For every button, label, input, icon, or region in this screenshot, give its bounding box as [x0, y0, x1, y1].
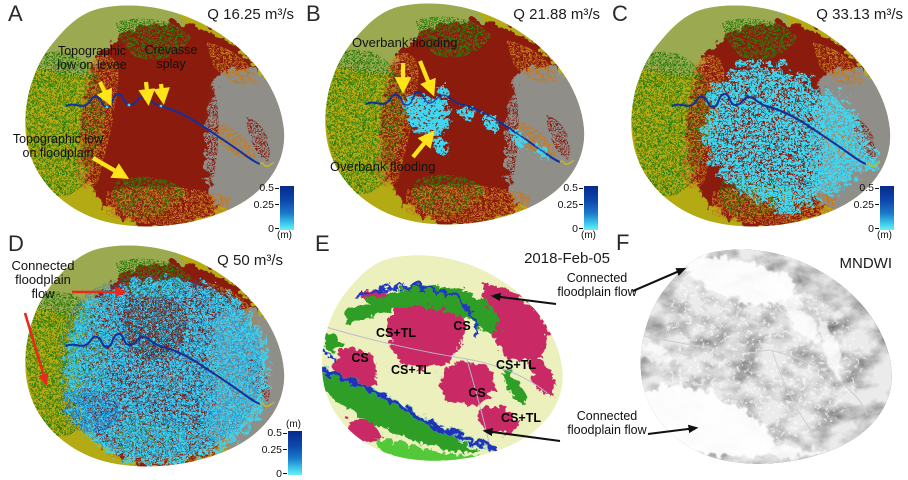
colorbar-b: 0.5 0.25 0 [556, 183, 598, 234]
panel-e-title: 2018-Feb-05 [524, 250, 610, 267]
annotation-crevasse-splay: Crevasse splay [144, 43, 198, 71]
panel-d-title: Q 50 m³/s [217, 252, 283, 269]
cs-label-5: CS+TL [496, 358, 536, 372]
cs-label-1: CS+TL [376, 326, 416, 340]
cs-label-3: CS [351, 351, 369, 365]
colorbar-tick: 0 [868, 223, 879, 235]
cs-label-7: CS+TL [501, 411, 541, 425]
colorbar-tick: 0 [276, 468, 287, 480]
colorbar-tick: 0.25 [254, 200, 279, 211]
colorbar-unit-b: (m) [581, 230, 596, 241]
colorbar-tick: 0.25 [262, 445, 287, 456]
panel-f-title: MNDWI [839, 255, 893, 272]
panel-e-letter: E [315, 231, 330, 256]
cs-label-2: CS [453, 319, 471, 333]
panel-c-title: Q 33.13 m³/s [816, 6, 903, 23]
colorbar-gradient [288, 431, 302, 475]
annotation-connected-flow-top: Connected floodplain flow [557, 271, 637, 299]
colorbar-tick: 0.25 [854, 200, 879, 211]
panel-b-letter: B [306, 1, 321, 26]
panel-e-map [321, 255, 563, 461]
panel-f-map [640, 249, 892, 464]
panel-d-letter: D [8, 231, 24, 256]
panel-c-map [602, 0, 890, 226]
annotation-topographic-low-levee: Topographic low on levee [57, 44, 127, 72]
panel-d-map [0, 228, 284, 466]
annotation-connected-flow-bottom: Connected floodplain flow [567, 409, 647, 437]
flood-extent [698, 54, 872, 207]
panel-f-letter: F [616, 230, 630, 255]
annotation-connected-flow-d: Connected floodplain flow [11, 258, 75, 302]
panel-b-title: Q 21.88 m³/s [513, 6, 600, 23]
panel-a-map [0, 0, 284, 226]
panel-a-letter: A [8, 1, 23, 26]
colorbar-tick: 0.5 [859, 183, 879, 194]
annotation-overbank-top: Overbank flooding [352, 35, 458, 50]
colorbar-gradient [280, 186, 294, 230]
colorbar-unit-d: (m) [286, 419, 301, 430]
cs-label-4: CS+TL [391, 363, 431, 377]
panel-c-letter: C [612, 1, 628, 26]
annotation-overbank-bottom: Overbank flooding [330, 159, 436, 174]
cs-label-6: CS [468, 386, 486, 400]
colorbar-unit-c: (m) [877, 230, 892, 241]
colorbar-tick: 0 [268, 223, 279, 235]
colorbar-gradient [880, 186, 894, 230]
colorbar-d: 0.5 0.25 0 [260, 428, 302, 479]
colorbar-tick: 0.5 [563, 183, 583, 194]
panel-a-title: Q 16.25 m³/s [207, 6, 294, 23]
colorbar-gradient [584, 186, 598, 230]
colorbar-tick: 0 [572, 223, 583, 235]
colorbar-c: 0.5 0.25 0 [852, 183, 894, 234]
colorbar-tick: 0.5 [259, 183, 279, 194]
colorbar-a: 0.5 0.25 0 [252, 183, 294, 234]
panel-b-map [296, 0, 584, 224]
colorbar-unit-a: (m) [277, 230, 292, 241]
annotation-topographic-low-floodplain: Topographic low on floodplain [12, 132, 104, 160]
colorbar-tick: 0.25 [558, 200, 583, 211]
colorbar-tick: 0.5 [267, 428, 287, 439]
